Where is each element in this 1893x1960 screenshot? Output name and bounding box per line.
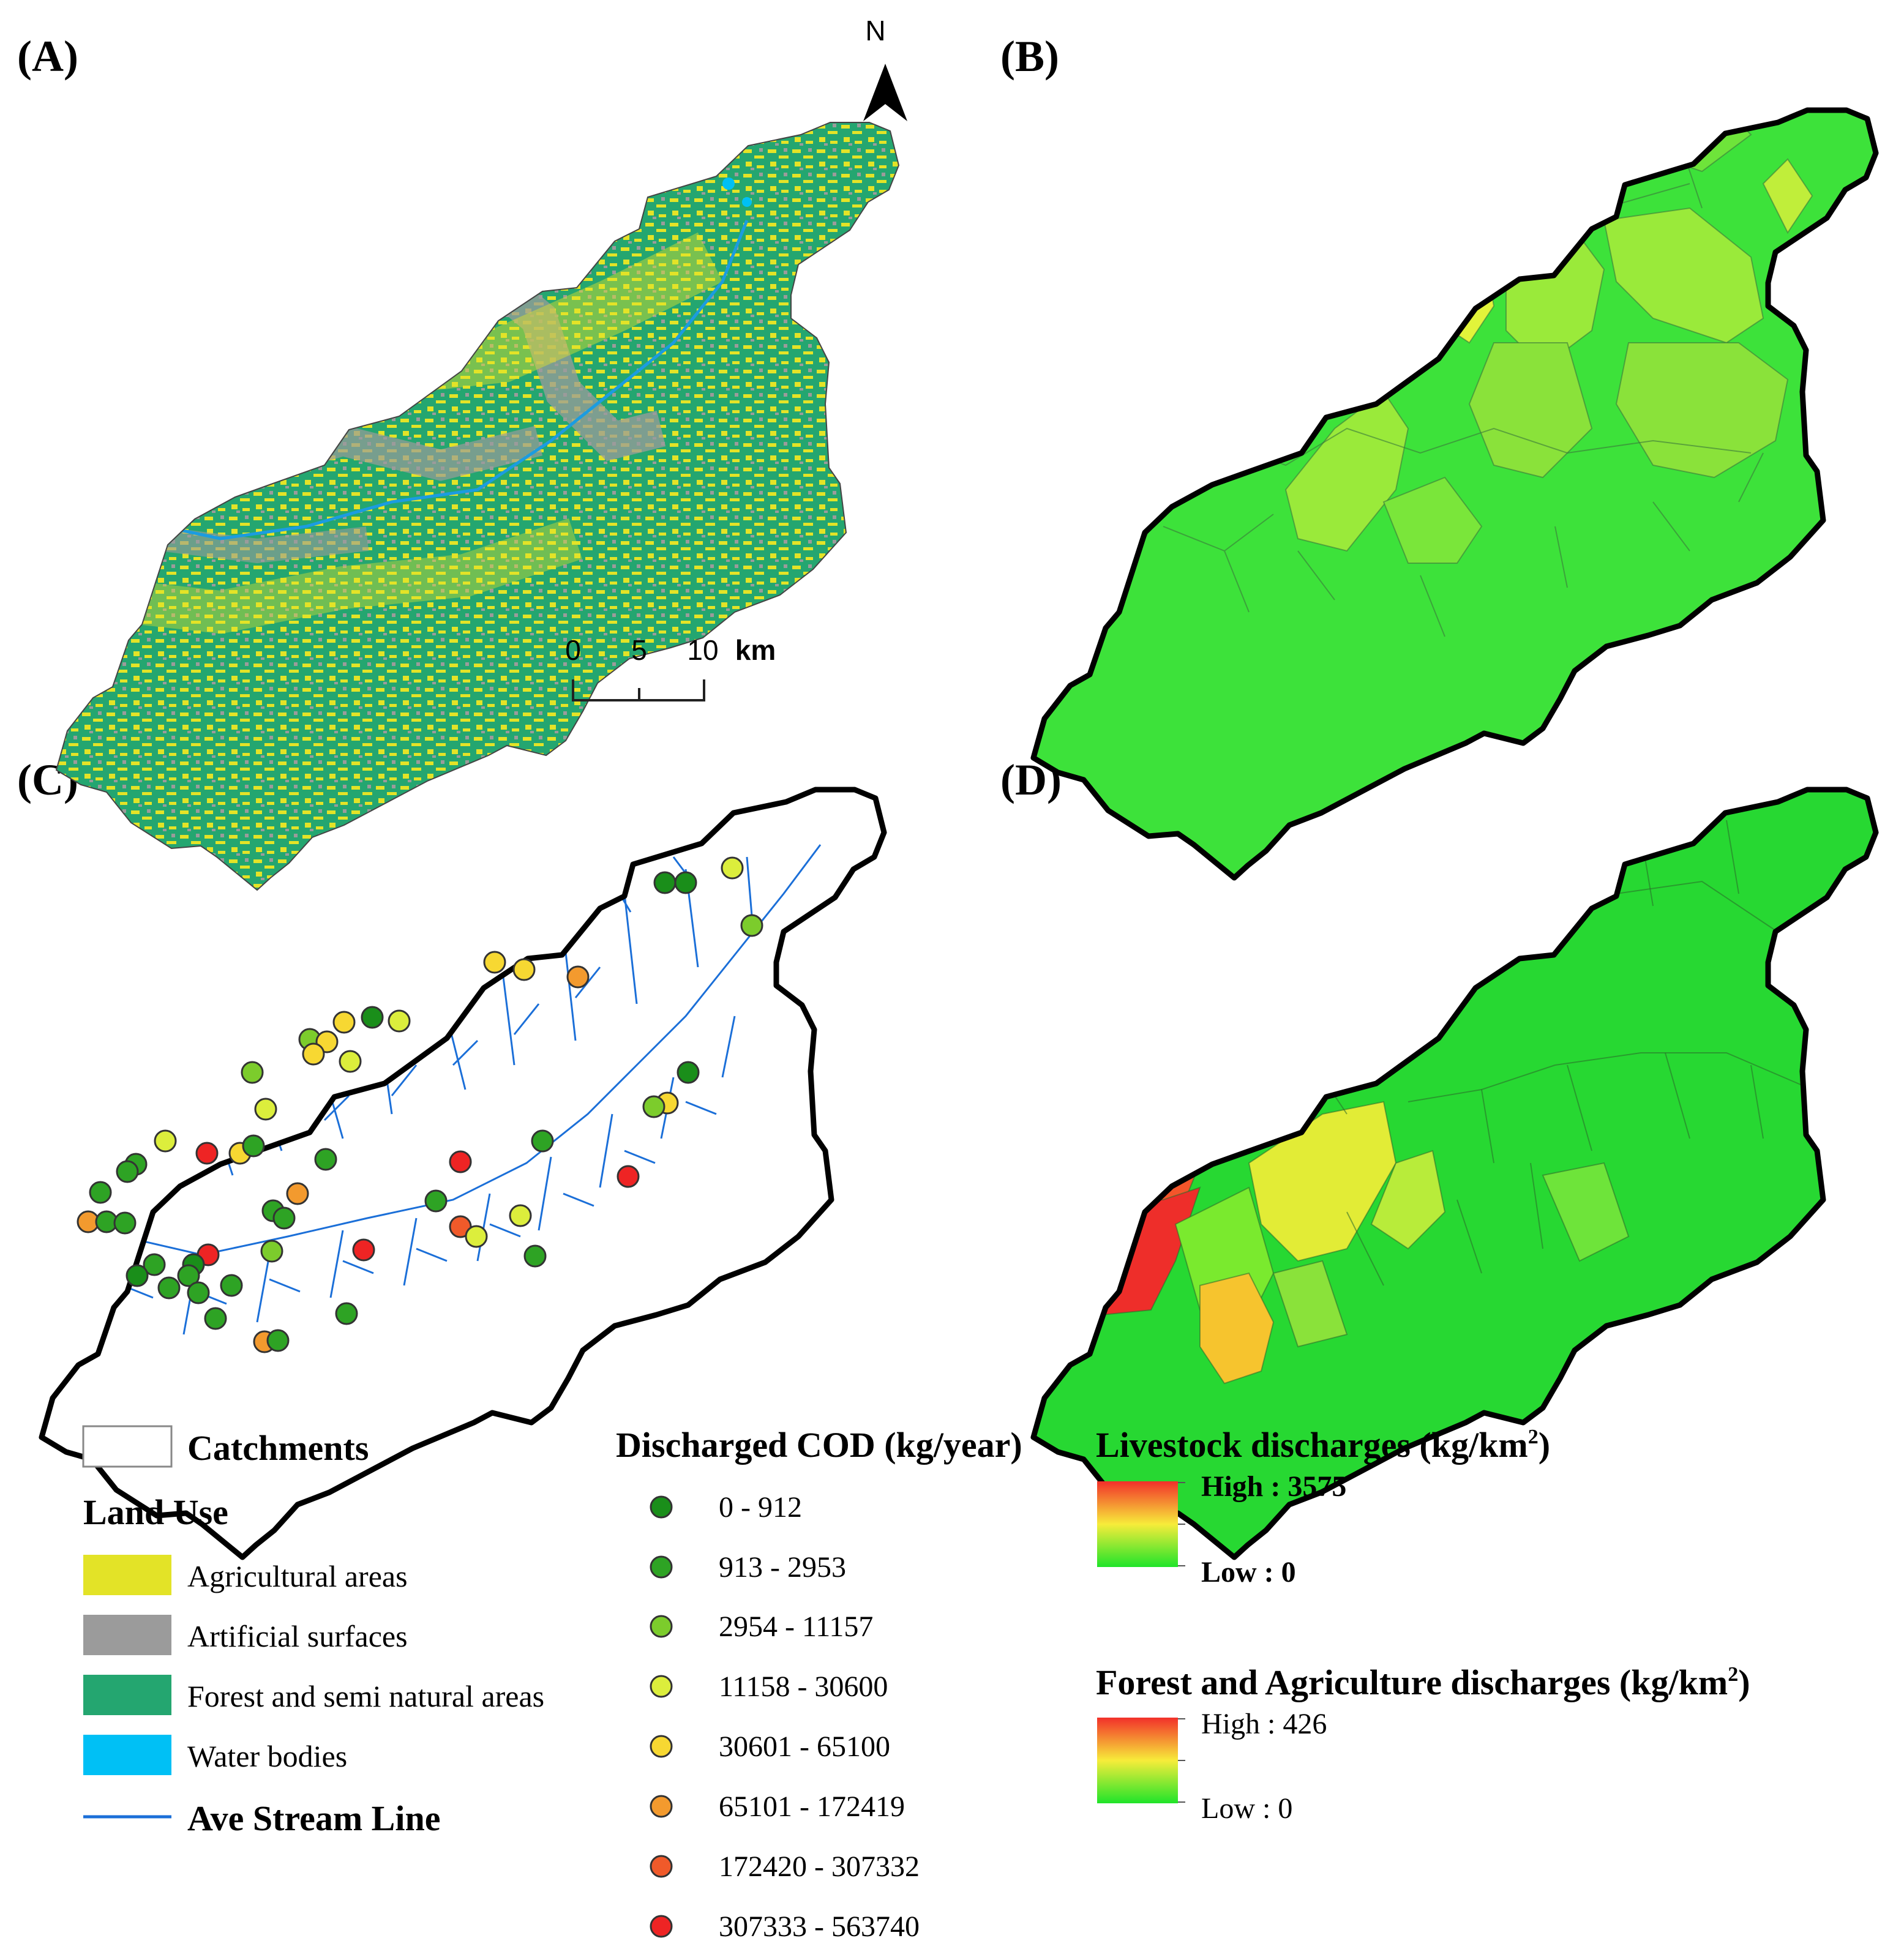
cod-class-dot-4: [650, 1675, 673, 1698]
water-swatch: [83, 1735, 171, 1775]
north-arrow-icon: N: [863, 15, 907, 121]
scale-tick-0: 0: [565, 634, 581, 666]
forest-label: Forest and semi natural areas: [187, 1679, 544, 1713]
reservoir-mark: [722, 178, 735, 190]
cod-class-label-6: 65101 - 172419: [719, 1790, 905, 1823]
agricultural-swatch: [83, 1555, 171, 1595]
cod-class-label-5: 30601 - 65100: [719, 1730, 890, 1763]
panel-label-b: (B): [1000, 32, 1059, 81]
cod-class-dot-3: [650, 1615, 673, 1638]
scale-tick-5: 5: [631, 634, 647, 666]
land-use-title: Land Use: [83, 1492, 228, 1532]
map-b-catchments: [1029, 98, 1876, 878]
map-a-land-use: [56, 122, 899, 891]
forest-agri-high: High : 426: [1201, 1708, 1327, 1740]
cod-class-label-1: 0 - 912: [719, 1491, 802, 1524]
water-label: Water bodies: [187, 1739, 347, 1773]
livestock-ramp: [1097, 1481, 1178, 1567]
livestock-title: Livestock discharges (kg/km2): [1096, 1425, 1550, 1465]
cod-class-dot-8: [650, 1915, 673, 1938]
scale-tick-10: 10: [687, 634, 718, 666]
scale-bar: 0 5 10 km: [565, 634, 776, 701]
cod-class-dot-1: [650, 1495, 673, 1519]
map-c-stream-network: [42, 790, 884, 1557]
stream-label: Ave Stream Line: [187, 1798, 440, 1838]
legend: Catchments Land Use Agricultural areas A…: [82, 1425, 1750, 1943]
forest-agri-title: Forest and Agriculture discharges (kg/km…: [1096, 1663, 1750, 1702]
cod-title: Discharged COD (kg/year): [616, 1425, 1022, 1465]
scale-unit: km: [735, 634, 776, 666]
cod-class-dot-5: [650, 1735, 673, 1758]
cod-class-dot-7: [650, 1855, 673, 1878]
cod-class-label-2: 913 - 2953: [719, 1551, 846, 1584]
svg-text:N: N: [865, 15, 885, 47]
artificial-swatch: [83, 1615, 171, 1655]
forest-agri-low: Low : 0: [1201, 1792, 1292, 1825]
forest-swatch: [83, 1675, 171, 1715]
livestock-high: High : 3575: [1201, 1470, 1346, 1503]
cod-class-dot-2: [650, 1555, 673, 1579]
cod-class-label-8: 307333 - 563740: [719, 1910, 920, 1943]
forest-agri-ramp: [1097, 1718, 1178, 1803]
catchments-swatch: [82, 1425, 173, 1468]
catchments-label: Catchments: [187, 1428, 369, 1468]
livestock-low: Low : 0: [1201, 1556, 1296, 1588]
cod-class-dot-6: [650, 1795, 673, 1818]
cod-class-label-3: 2954 - 11157: [719, 1610, 873, 1643]
panel-label-a: (A): [17, 32, 78, 81]
artificial-label: Artificial surfaces: [187, 1619, 408, 1653]
cod-class-label-7: 172420 - 307332: [719, 1850, 920, 1883]
cod-class-label-4: 11158 - 30600: [719, 1670, 888, 1703]
agricultural-label: Agricultural areas: [187, 1559, 408, 1593]
